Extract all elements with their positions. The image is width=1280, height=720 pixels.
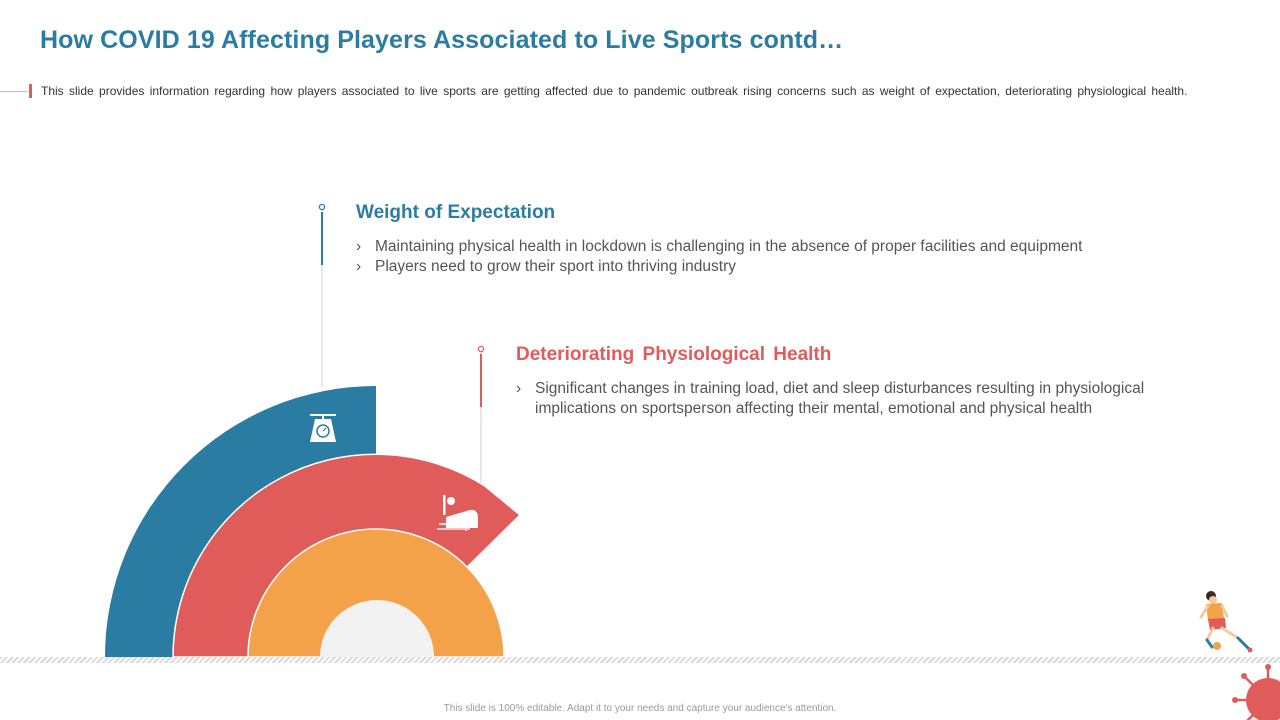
bullet-list-deteriorating-health: › Significant changes in training load, d… bbox=[516, 379, 1176, 418]
ring-center bbox=[320, 600, 434, 657]
bullet-chevron-icon: › bbox=[356, 238, 362, 255]
bullet-chevron-icon: › bbox=[356, 257, 362, 275]
subtitle-rule bbox=[0, 91, 28, 92]
connector-dot-health bbox=[477, 345, 485, 353]
subtitle-accent-bar bbox=[29, 84, 32, 98]
list-item: › Maintaining physical health in lockdown… bbox=[356, 238, 1083, 255]
bullet-list-weight-of-expectation: › Maintaining physical health in lockdown… bbox=[356, 237, 1082, 276]
page-title: How COVID 19 Affecting Players Associate… bbox=[40, 26, 844, 54]
soccer-player-illustration bbox=[1199, 591, 1253, 653]
page-subtitle: This slide provides information regardin… bbox=[41, 84, 1188, 98]
section-heading-deteriorating-health: Deteriorating Physiological Health bbox=[516, 344, 832, 365]
connector-dot-weight bbox=[318, 203, 326, 211]
ground-strip bbox=[0, 657, 1280, 663]
list-item: › Significant changes in training load, d… bbox=[516, 380, 1145, 417]
footer-note: This slide is 100% editable. Adapt it to… bbox=[443, 703, 837, 714]
ring-inner-orange bbox=[247, 528, 505, 658]
bullet-chevron-icon: › bbox=[516, 380, 522, 397]
weighing-scale-icon bbox=[310, 414, 336, 442]
virus-illustration bbox=[1232, 664, 1280, 720]
patient-injection-icon bbox=[437, 495, 478, 531]
section-heading-weight-of-expectation: Weight of Expectation bbox=[356, 202, 556, 223]
list-item: › Players need to grow their sport into t… bbox=[356, 257, 736, 275]
